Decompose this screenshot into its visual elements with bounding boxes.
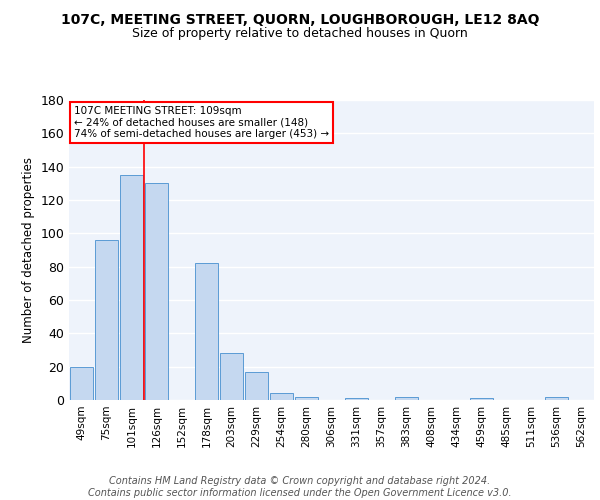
Text: 107C MEETING STREET: 109sqm
← 24% of detached houses are smaller (148)
74% of se: 107C MEETING STREET: 109sqm ← 24% of det… (74, 106, 329, 139)
Bar (295, 396, 318, 400)
Bar (120, 175, 143, 400)
Bar (245, 372, 268, 400)
Text: Contains HM Land Registry data © Crown copyright and database right 2024.
Contai: Contains HM Land Registry data © Crown c… (88, 476, 512, 498)
Y-axis label: Number of detached properties: Number of detached properties (22, 157, 35, 343)
Bar (395, 396, 418, 400)
Text: Size of property relative to detached houses in Quorn: Size of property relative to detached ho… (132, 28, 468, 40)
Bar (145, 184, 168, 400)
Bar (220, 354, 243, 400)
Text: 107C, MEETING STREET, QUORN, LOUGHBOROUGH, LE12 8AQ: 107C, MEETING STREET, QUORN, LOUGHBOROUG… (61, 12, 539, 26)
Bar (195, 264, 218, 400)
Bar (270, 394, 293, 400)
Bar (95, 240, 118, 400)
Bar (70, 366, 93, 400)
Bar (470, 398, 493, 400)
Bar (545, 396, 568, 400)
Bar (345, 398, 368, 400)
